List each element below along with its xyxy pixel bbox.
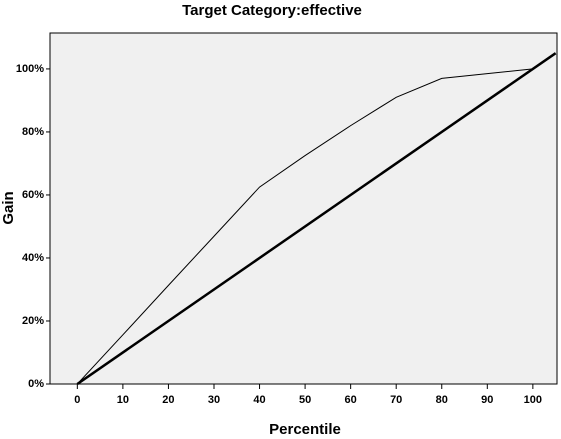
plot-area xyxy=(49,32,558,385)
line xyxy=(76,52,557,386)
y-tick-label: 60% xyxy=(22,189,44,201)
x-tick-label: 30 xyxy=(208,394,220,406)
x-tick-label: 50 xyxy=(299,394,311,406)
chart-title: Target Category:effective xyxy=(182,2,362,19)
x-tick-label: 80 xyxy=(436,394,448,406)
line xyxy=(76,68,533,385)
x-tick-label: 90 xyxy=(481,394,493,406)
x-tick-label: 70 xyxy=(390,394,402,406)
x-tick-label: 10 xyxy=(117,394,129,406)
x-tick-label: 20 xyxy=(162,394,174,406)
y-tick-label: 0% xyxy=(28,378,44,390)
x-tick-label: 100 xyxy=(524,394,542,406)
y-tick-label: 40% xyxy=(22,252,44,264)
x-tick-label: 60 xyxy=(345,394,357,406)
y-axis-title: Gain xyxy=(0,191,17,224)
x-axis-title: Percentile xyxy=(269,421,341,438)
x-tick-label: 0 xyxy=(74,394,80,406)
y-tick-label: 80% xyxy=(22,126,44,138)
x-tick-label: 40 xyxy=(253,394,265,406)
y-tick-label: 100% xyxy=(16,63,44,75)
y-tick-label: 20% xyxy=(22,315,44,327)
